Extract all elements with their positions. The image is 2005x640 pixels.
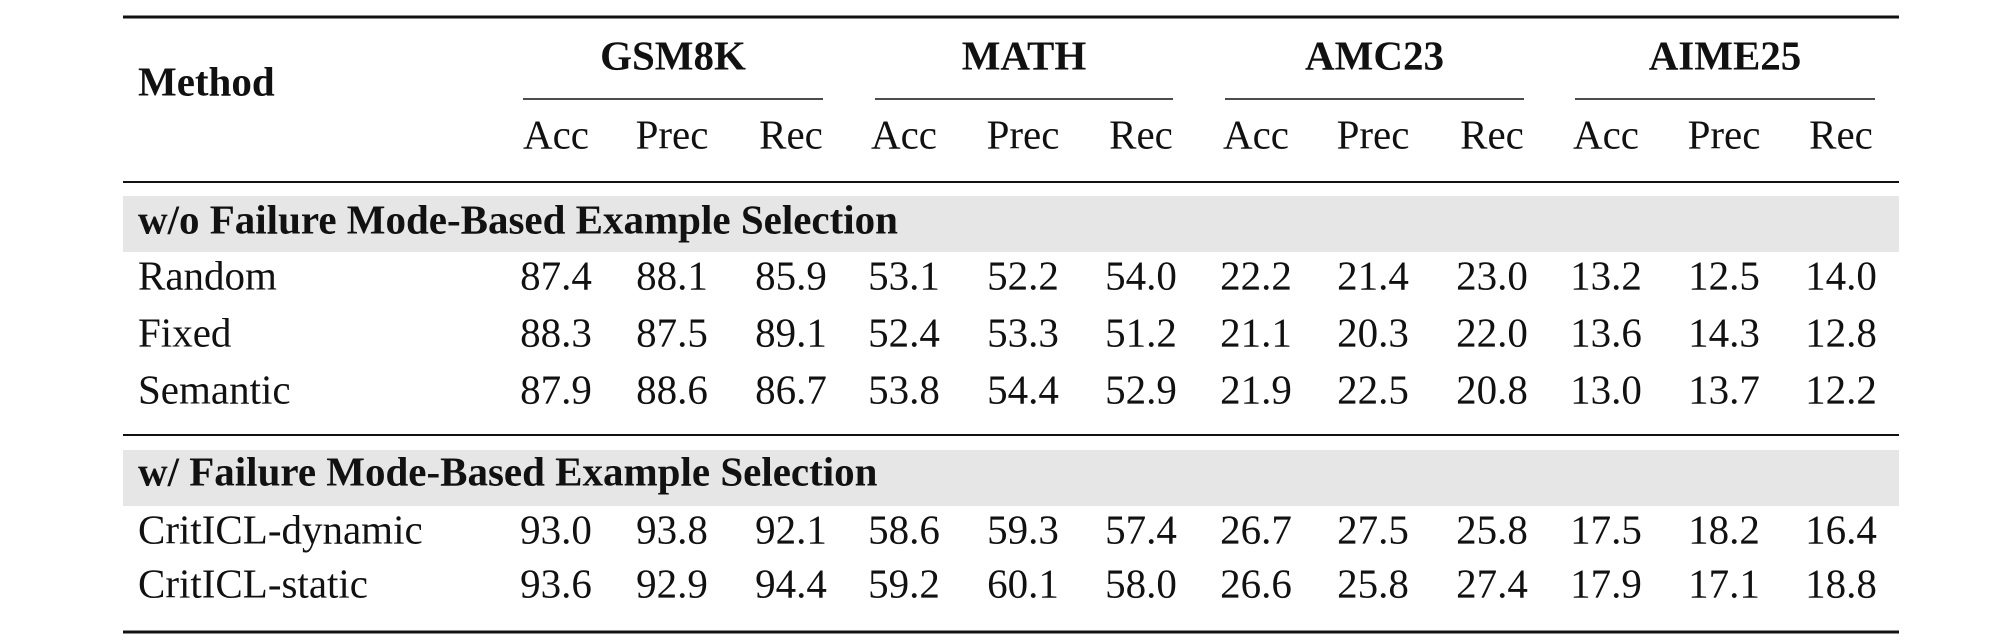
column-header: Acc: [1223, 111, 1289, 157]
value-cell: 59.3: [987, 506, 1059, 552]
section-band: [123, 196, 1899, 252]
value-cell: 52.2: [987, 252, 1059, 298]
value-cell: 17.1: [1688, 560, 1760, 606]
value-cell: 13.6: [1570, 309, 1642, 355]
value-cell: 22.2: [1220, 252, 1292, 298]
column-header: Prec: [1688, 111, 1761, 157]
column-header: Rec: [1809, 111, 1873, 157]
value-cell: 21.9: [1220, 366, 1292, 412]
method-cell: CritICL-static: [138, 560, 368, 606]
value-cell: 89.1: [755, 309, 827, 355]
value-cell: 17.9: [1570, 560, 1642, 606]
method-cell: CritICL-dynamic: [138, 506, 423, 552]
value-cell: 86.7: [755, 366, 827, 412]
value-cell: 88.3: [520, 309, 592, 355]
value-cell: 26.7: [1220, 506, 1292, 552]
value-cell: 13.2: [1570, 252, 1642, 298]
method-cell: Semantic: [138, 366, 291, 412]
value-cell: 23.0: [1456, 252, 1528, 298]
value-cell: 57.4: [1105, 506, 1177, 552]
value-cell: 92.1: [755, 506, 827, 552]
value-cell: 22.0: [1456, 309, 1528, 355]
value-cell: 58.6: [868, 506, 940, 552]
value-cell: 22.5: [1337, 366, 1409, 412]
value-cell: 94.4: [755, 560, 827, 606]
column-header: Rec: [759, 111, 823, 157]
value-cell: 54.4: [987, 366, 1059, 412]
value-cell: 93.8: [636, 506, 708, 552]
group-header: GSM8K: [600, 32, 746, 78]
group-header: AIME25: [1649, 32, 1802, 78]
value-cell: 87.4: [520, 252, 592, 298]
column-header: Acc: [1573, 111, 1639, 157]
value-cell: 53.1: [868, 252, 940, 298]
column-header: Rec: [1460, 111, 1524, 157]
value-cell: 17.5: [1570, 506, 1642, 552]
value-cell: 27.4: [1456, 560, 1528, 606]
section-title: w/o Failure Mode-Based Example Selection: [138, 196, 898, 242]
value-cell: 51.2: [1105, 309, 1177, 355]
method-cell: Fixed: [138, 309, 231, 355]
method-cell: Random: [138, 252, 277, 298]
value-cell: 20.8: [1456, 366, 1528, 412]
value-cell: 12.5: [1688, 252, 1760, 298]
value-cell: 87.5: [636, 309, 708, 355]
method-header: Method: [138, 58, 275, 104]
value-cell: 14.3: [1688, 309, 1760, 355]
value-cell: 88.6: [636, 366, 708, 412]
value-cell: 53.8: [868, 366, 940, 412]
section-band: [123, 450, 1899, 506]
value-cell: 93.6: [520, 560, 592, 606]
value-cell: 21.1: [1220, 309, 1292, 355]
value-cell: 88.1: [636, 252, 708, 298]
value-cell: 18.8: [1805, 560, 1877, 606]
column-header: Acc: [523, 111, 589, 157]
column-header: Prec: [987, 111, 1060, 157]
group-header: MATH: [962, 32, 1087, 78]
value-cell: 58.0: [1105, 560, 1177, 606]
value-cell: 18.2: [1688, 506, 1760, 552]
value-cell: 87.9: [520, 366, 592, 412]
column-header: Rec: [1109, 111, 1173, 157]
value-cell: 93.0: [520, 506, 592, 552]
value-cell: 13.7: [1688, 366, 1760, 412]
section-title: w/ Failure Mode-Based Example Selection: [138, 448, 878, 494]
value-cell: 85.9: [755, 252, 827, 298]
value-cell: 26.6: [1220, 560, 1292, 606]
column-header: Prec: [636, 111, 709, 157]
value-cell: 14.0: [1805, 252, 1877, 298]
value-cell: 92.9: [636, 560, 708, 606]
value-cell: 25.8: [1456, 506, 1528, 552]
value-cell: 25.8: [1337, 560, 1409, 606]
value-cell: 12.8: [1805, 309, 1877, 355]
value-cell: 52.4: [868, 309, 940, 355]
value-cell: 52.9: [1105, 366, 1177, 412]
value-cell: 27.5: [1337, 506, 1409, 552]
value-cell: 13.0: [1570, 366, 1642, 412]
value-cell: 59.2: [868, 560, 940, 606]
group-header: AMC23: [1305, 32, 1444, 78]
value-cell: 21.4: [1337, 252, 1409, 298]
column-header: Prec: [1337, 111, 1410, 157]
column-header: Acc: [871, 111, 937, 157]
value-cell: 53.3: [987, 309, 1059, 355]
value-cell: 60.1: [987, 560, 1059, 606]
value-cell: 12.2: [1805, 366, 1877, 412]
value-cell: 16.4: [1805, 506, 1877, 552]
value-cell: 54.0: [1105, 252, 1177, 298]
value-cell: 20.3: [1337, 309, 1409, 355]
